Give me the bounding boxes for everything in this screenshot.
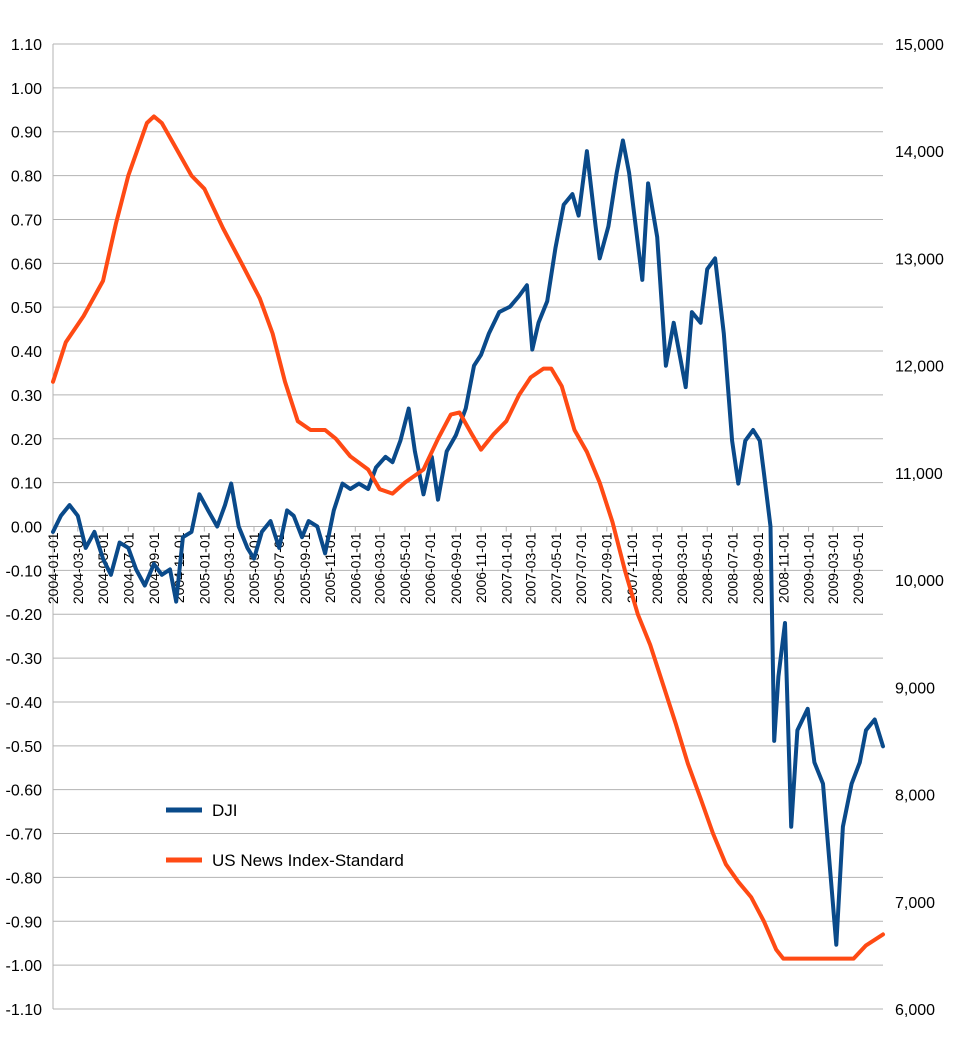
x-axis-tick-labels: 2004-01-01 2004-03-01 2004-05-01 2004-07-01…: [45, 526, 866, 604]
series-layer: [51, 114, 885, 961]
x-tick-label: 2004-03-01: [70, 532, 86, 604]
right-tick-label: 15,000: [895, 37, 944, 54]
x-tick-label: 2007-01-01: [498, 532, 514, 604]
right-axis-tick-labels: 15,000 14,000 13,000 12,000 11,000 10,000 9,00…: [895, 37, 944, 1019]
left-tick-label: -0.90: [6, 914, 43, 931]
x-tick-label: 2008-09-01: [750, 532, 766, 604]
x-tick-label: 2005-07-01: [271, 532, 287, 604]
x-tick-label: 2006-01-01: [347, 532, 363, 604]
x-tick-label: 2005-09-01: [297, 532, 313, 604]
right-tick-label: 8,000: [895, 788, 935, 805]
x-tick-label: 2008-01-01: [649, 532, 665, 604]
x-tick-label: 2005-03-01: [221, 532, 237, 604]
left-tick-label: -0.10: [6, 563, 43, 580]
left-tick-label: 1.10: [11, 37, 42, 54]
x-tick-label: 2006-09-01: [448, 532, 464, 604]
left-tick-label: 0.00: [11, 520, 42, 537]
x-tick-label: 2009-03-01: [825, 532, 841, 604]
x-tick-label: 2005-01-01: [196, 532, 212, 604]
x-tick-label: 2006-05-01: [397, 532, 413, 604]
series-line-us-news-index-standard: [51, 114, 885, 961]
left-tick-label: -1.00: [6, 958, 43, 975]
right-tick-label: 11,000: [895, 466, 943, 483]
left-tick-label: 0.10: [11, 476, 42, 493]
right-tick-label: 12,000: [895, 359, 944, 376]
left-axis-tick-labels: 1.10 1.00 0.90 0.80 0.70 0.60 0.50 0.40 0.30 0.20…: [6, 37, 43, 1019]
x-tick-label: 2007-09-01: [599, 532, 615, 604]
right-tick-label: 7,000: [895, 895, 935, 912]
left-tick-label: -1.10: [6, 1002, 43, 1019]
series-line-dji: [51, 138, 885, 947]
right-tick-label: 10,000: [895, 573, 944, 590]
x-tick-label: 2006-03-01: [372, 532, 388, 604]
left-tick-label: -0.80: [6, 870, 43, 887]
left-tick-label: 1.00: [11, 81, 42, 98]
left-tick-label: -0.40: [6, 695, 43, 712]
x-tick-label: 2007-05-01: [548, 532, 564, 604]
left-tick-label: -0.50: [6, 739, 43, 756]
right-tick-label: 13,000: [895, 251, 944, 268]
left-tick-label: 0.50: [11, 300, 42, 317]
x-tick-label: 2005-11-01: [322, 532, 338, 603]
left-tick-label: 0.30: [11, 388, 42, 405]
left-tick-label: 0.60: [11, 256, 42, 273]
legend-label-us-news-index-standard: US News Index-Standard: [212, 851, 404, 870]
x-tick-label: 2006-11-01: [473, 532, 489, 603]
x-tick-label: 2008-05-01: [699, 532, 715, 604]
x-tick-label: 2009-01-01: [801, 532, 817, 604]
x-tick-label: 2007-07-01: [573, 532, 589, 604]
x-tick-label: 2004-07-01: [120, 532, 136, 604]
left-tick-label: -0.20: [6, 607, 43, 624]
right-tick-label: 14,000: [895, 144, 944, 161]
right-tick-label: 6,000: [895, 1002, 935, 1019]
left-tick-label: 0.90: [11, 125, 42, 142]
x-tick-label: 2008-11-01: [775, 532, 791, 603]
left-tick-label: 0.80: [11, 169, 42, 186]
left-tick-label: 0.20: [11, 432, 42, 449]
left-tick-label: -0.60: [6, 783, 43, 800]
x-tick-label: 2009-05-01: [850, 532, 866, 604]
x-tick-label: 2004-01-01: [45, 532, 61, 604]
left-tick-label: -0.30: [6, 651, 43, 668]
right-tick-label: 9,000: [895, 680, 935, 697]
legend-label-dji: DJI: [212, 801, 238, 820]
x-tick-label: 2006-07-01: [422, 532, 438, 604]
x-tick-label: 2008-07-01: [724, 532, 740, 604]
legend: DJI US News Index-Standard: [166, 801, 404, 870]
x-tick-label: 2007-03-01: [523, 532, 539, 604]
left-tick-label: 0.70: [11, 212, 42, 229]
x-tick-label: 2008-03-01: [674, 532, 690, 604]
left-tick-label: -0.70: [6, 827, 43, 844]
left-tick-label: 0.40: [11, 344, 42, 361]
